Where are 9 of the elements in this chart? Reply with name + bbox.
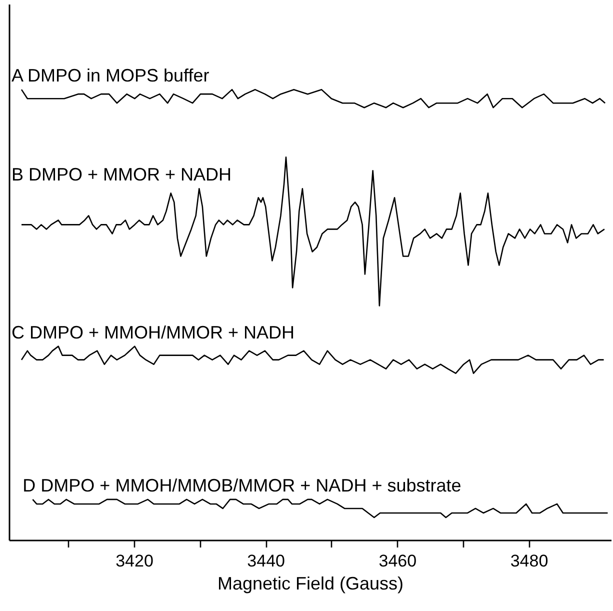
series-label: C DMPO + MMOH/MMOR + NADH bbox=[12, 322, 295, 342]
x-tick-label: 3440 bbox=[247, 552, 286, 570]
series-label: A DMPO in MOPS buffer bbox=[12, 66, 210, 86]
x-tick-label: 3420 bbox=[116, 552, 154, 570]
x-tick-label: 3480 bbox=[510, 552, 548, 570]
series-label: D DMPO + MMOH/MMOB/MMOR + NADH + substrate bbox=[22, 475, 462, 496]
x-axis-title: Magnetic Field (Gauss) bbox=[217, 574, 404, 594]
x-tick-label: 3460 bbox=[378, 552, 417, 570]
series-label: B DMPO + MMOR + NADH bbox=[12, 164, 232, 185]
